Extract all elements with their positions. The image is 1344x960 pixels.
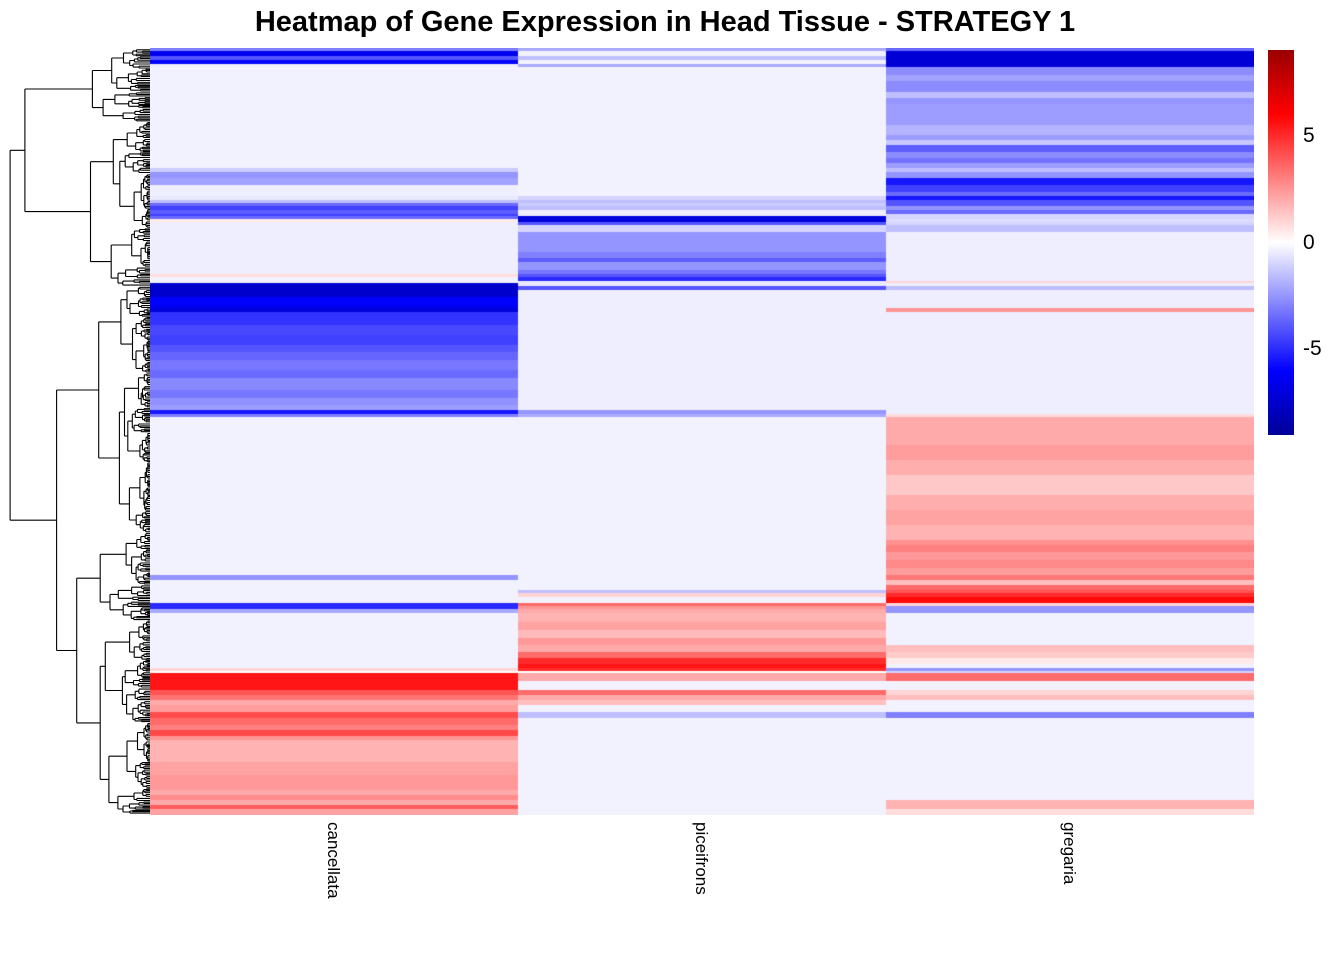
page-title: Heatmap of Gene Expression in Head Tissu… xyxy=(254,6,1076,38)
column-label-piceifrons: piceifrons xyxy=(692,822,711,895)
row-dendrogram xyxy=(9,49,150,814)
legend-gradient-bar xyxy=(1268,50,1294,435)
legend-tick-label-neg5: -5 xyxy=(1303,337,1322,361)
column-label-gregaria: gregaria xyxy=(1060,822,1079,885)
legend-tick-label-5: 5 xyxy=(1303,123,1315,147)
expression-heatmap xyxy=(150,48,1254,815)
legend-tick-label-0: 0 xyxy=(1303,230,1315,254)
column-label-cancellata: cancellata xyxy=(324,822,343,899)
